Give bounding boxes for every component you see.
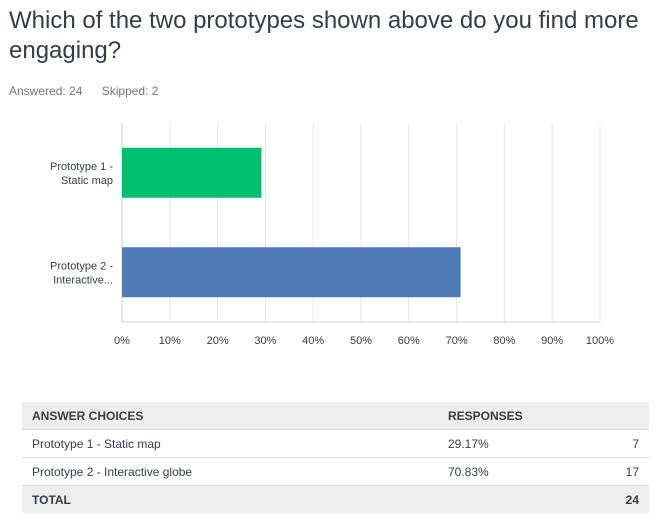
row-percent: 70.83%: [438, 457, 608, 486]
x-tick-label: 60%: [398, 335, 420, 347]
table-row: Prototype 1 - Static map 29.17% 7: [22, 429, 649, 458]
question-title: Which of the two prototypes shown above …: [9, 7, 639, 64]
table-header-row: ANSWER CHOICES RESPONSES: [22, 402, 649, 430]
header-responses: RESPONSES: [438, 402, 649, 430]
header-answer-choices: ANSWER CHOICES: [22, 402, 438, 430]
x-tick-label: 10%: [159, 335, 181, 347]
row-choice: Prototype 2 - Interactive globe: [22, 457, 438, 486]
x-tick-label: 20%: [207, 335, 229, 347]
total-percent: [438, 485, 608, 513]
bar: [122, 247, 461, 298]
x-tick-label: 80%: [493, 335, 515, 347]
x-tick-label: 0%: [114, 335, 130, 347]
total-label: TOTAL: [22, 485, 438, 513]
response-stats: Answered: 24 Skipped: 2: [9, 84, 158, 98]
bars: [122, 147, 461, 298]
x-tick-label: 50%: [350, 335, 372, 347]
row-percent: 29.17%: [438, 429, 608, 458]
x-tick-label: 100%: [586, 335, 614, 347]
x-tick-label: 40%: [302, 335, 324, 347]
category-label: Prototype 1 -Static map: [50, 161, 113, 187]
row-count: 17: [608, 457, 649, 486]
skipped-count: Skipped: 2: [101, 84, 159, 98]
total-row: TOTAL 24: [22, 485, 649, 513]
category-label: Prototype 2 -Interactive...: [50, 260, 113, 286]
x-tick-label: 70%: [446, 335, 468, 347]
bar-chart: Prototype 1 -Static map Prototype 2 -Inte…: [50, 123, 614, 347]
category-labels: Prototype 1 -Static map Prototype 2 -Inte…: [50, 161, 113, 287]
answered-count: Answered: 24: [9, 84, 83, 98]
results-table: ANSWER CHOICES RESPONSES Prototype 1 - S…: [22, 402, 649, 513]
x-tick-label: 90%: [541, 335, 563, 347]
x-tick-labels: 0% 10% 20% 30% 40% 50% 60% 70% 80% 90% 100%: [114, 335, 614, 347]
row-count: 7: [608, 429, 649, 458]
bar: [122, 147, 262, 198]
table-row: Prototype 2 - Interactive globe 70.83% 1…: [22, 457, 649, 486]
total-count: 24: [608, 485, 649, 513]
x-tick-label: 30%: [254, 335, 276, 347]
row-choice: Prototype 1 - Static map: [22, 429, 438, 458]
